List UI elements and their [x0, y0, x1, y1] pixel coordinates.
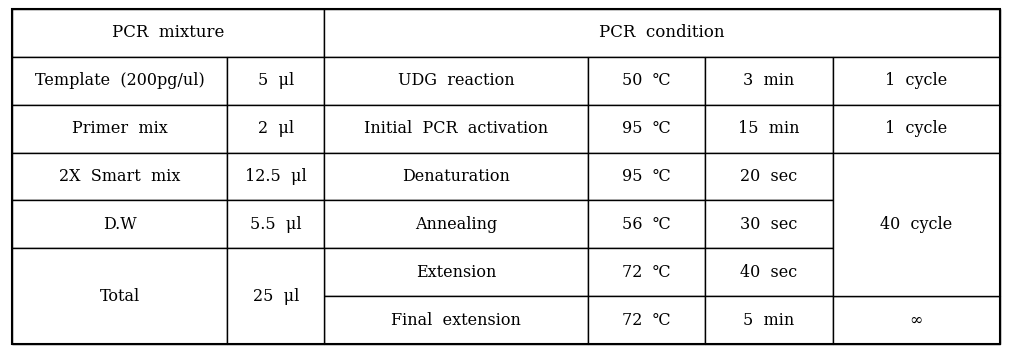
Bar	[704, 296, 832, 344]
Text: 15  min: 15 min	[737, 120, 799, 137]
Text: 5  min: 5 min	[742, 312, 794, 329]
Bar	[832, 152, 999, 296]
Text: 1  cycle: 1 cycle	[885, 72, 946, 89]
Text: Extension: Extension	[416, 264, 495, 281]
Text: 56  ℃: 56 ℃	[622, 216, 670, 233]
Text: 72  ℃: 72 ℃	[622, 264, 670, 281]
Bar	[587, 104, 704, 152]
Bar	[12, 152, 227, 201]
Text: 72  ℃: 72 ℃	[622, 312, 670, 329]
Text: D.W: D.W	[103, 216, 136, 233]
Text: Template  (200pg/ul): Template (200pg/ul)	[35, 72, 204, 89]
Bar	[587, 57, 704, 104]
Bar	[227, 104, 324, 152]
Bar	[324, 9, 999, 57]
Bar	[227, 57, 324, 104]
Text: 2  μl: 2 μl	[258, 120, 293, 137]
Text: 5.5  μl: 5.5 μl	[250, 216, 301, 233]
Text: 40  cycle: 40 cycle	[880, 216, 951, 233]
Bar	[832, 57, 999, 104]
Text: 95  ℃: 95 ℃	[622, 168, 670, 185]
Bar	[587, 296, 704, 344]
Text: PCR  mixture: PCR mixture	[112, 24, 224, 41]
Bar	[704, 57, 832, 104]
Text: 95  ℃: 95 ℃	[622, 120, 670, 137]
Text: 40  sec: 40 sec	[739, 264, 797, 281]
Text: 20  sec: 20 sec	[739, 168, 797, 185]
Bar	[832, 296, 999, 344]
Text: 2X  Smart  mix: 2X Smart mix	[59, 168, 180, 185]
Bar	[704, 152, 832, 201]
Bar	[227, 201, 324, 249]
Bar	[704, 104, 832, 152]
Bar	[587, 201, 704, 249]
Bar	[324, 296, 587, 344]
Bar	[324, 249, 587, 296]
Text: 3  min: 3 min	[742, 72, 794, 89]
Bar	[324, 57, 587, 104]
Text: PCR  condition: PCR condition	[599, 24, 724, 41]
Text: Annealing: Annealing	[415, 216, 496, 233]
Text: Initial  PCR  activation: Initial PCR activation	[364, 120, 548, 137]
Bar	[324, 104, 587, 152]
Text: ∞: ∞	[909, 312, 922, 329]
Bar	[587, 152, 704, 201]
Bar	[12, 249, 227, 344]
Text: 25  μl: 25 μl	[253, 288, 299, 305]
Bar	[12, 104, 227, 152]
Text: 1  cycle: 1 cycle	[885, 120, 946, 137]
Text: Final  extension: Final extension	[391, 312, 521, 329]
Bar	[324, 201, 587, 249]
Bar	[12, 57, 227, 104]
Bar	[12, 9, 324, 57]
Bar	[704, 201, 832, 249]
Text: 50  ℃: 50 ℃	[622, 72, 670, 89]
Text: 30  sec: 30 sec	[739, 216, 797, 233]
Bar	[587, 249, 704, 296]
Bar	[227, 152, 324, 201]
Text: 5  μl: 5 μl	[258, 72, 294, 89]
Text: Primer  mix: Primer mix	[72, 120, 168, 137]
Bar	[12, 201, 227, 249]
Text: UDG  reaction: UDG reaction	[397, 72, 514, 89]
Bar	[704, 249, 832, 296]
Bar	[324, 152, 587, 201]
Text: Total: Total	[99, 288, 140, 305]
Text: 12.5  μl: 12.5 μl	[245, 168, 306, 185]
Bar	[832, 104, 999, 152]
Text: Denaturation: Denaturation	[401, 168, 510, 185]
Bar	[227, 249, 324, 344]
